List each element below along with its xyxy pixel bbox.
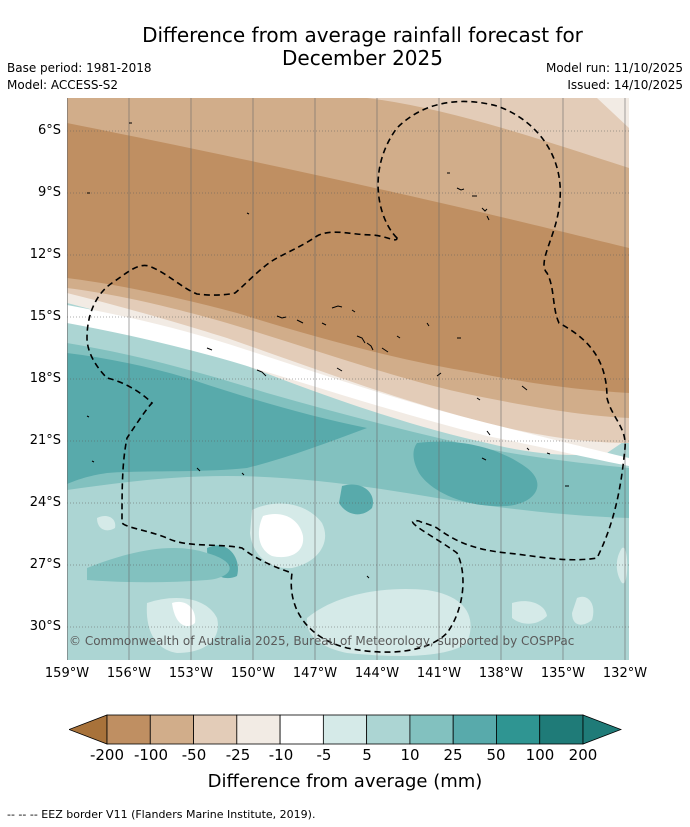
issued-date: Issued: 14/10/2025	[567, 78, 683, 92]
band-10-sw	[146, 598, 218, 653]
colorbar-box	[409, 714, 454, 745]
colorbar-tick: 25	[443, 746, 463, 764]
lon-label-147w: 147°W	[292, 666, 338, 681]
map-title: Difference from average rainfall forecas…	[142, 23, 583, 70]
lat-label-21s: 21°S	[29, 433, 61, 448]
colorbar-tick: 200	[568, 746, 598, 764]
colorbar-box	[236, 714, 281, 745]
colorbar-box	[366, 714, 411, 745]
colorbar-box	[106, 714, 151, 745]
lat-label-9s: 9°S	[37, 185, 61, 200]
colorbar	[69, 714, 622, 745]
band-25-south	[87, 548, 230, 583]
rainfall-map	[67, 98, 629, 660]
copyright-notice: © Commonwealth of Australia 2025, Bureau…	[69, 634, 575, 648]
model-run: Model run: 11/10/2025	[545, 61, 683, 75]
lat-label-12s: 12°S	[29, 247, 61, 262]
colorbar-box	[539, 714, 584, 745]
colorbar-title: Difference from average (mm)	[207, 771, 483, 792]
band-10-east	[512, 601, 547, 624]
colorbar-box	[322, 714, 368, 745]
lon-label-159w: 159°W	[44, 666, 90, 681]
lon-label-153w: 153°W	[168, 666, 214, 681]
lon-label-144w: 144°W	[354, 666, 400, 681]
lat-label-18s: 18°S	[29, 371, 61, 386]
band-50-islet	[339, 484, 373, 515]
colorbar-box	[193, 714, 238, 745]
colorbar-tick: -200	[89, 746, 125, 764]
colorbar-tick: -25	[225, 746, 251, 764]
lat-label-30s: 30°S	[29, 619, 61, 634]
lon-label-138w: 138°W	[478, 666, 524, 681]
colorbar-tick: 10	[400, 746, 420, 764]
band-neutral	[67, 305, 629, 466]
colorbar-box	[452, 714, 497, 745]
colorbar-tick: 5	[362, 746, 372, 764]
lat-label-27s: 27°S	[29, 557, 61, 572]
colorbar-tick: -50	[181, 746, 207, 764]
colorbar-tick: -10	[268, 746, 294, 764]
band-minus-100	[67, 123, 629, 393]
colorbar-box	[496, 714, 541, 745]
base-period: Base period: 1981-2018	[7, 61, 152, 75]
band-5-patch	[258, 514, 304, 558]
meta-right: Model run: 11/10/2025 Issued: 14/10/2025	[546, 60, 683, 94]
lon-label-135w: 135°W	[540, 666, 586, 681]
colorbar-tick: -100	[133, 746, 169, 764]
eez-border	[86, 100, 626, 653]
lon-label-132w: 132°W	[602, 666, 648, 681]
colorbar-arrow-high	[582, 714, 622, 745]
islands	[86, 122, 569, 579]
band-10-east2	[572, 596, 594, 625]
band-50-east	[413, 441, 538, 507]
colorbar-tick: -5	[316, 746, 332, 764]
band-10-south	[306, 588, 471, 656]
colorbar-tick: 50	[486, 746, 506, 764]
band-10-edge	[616, 547, 628, 584]
colorbar-box	[279, 714, 324, 745]
lon-label-141w: 141°W	[416, 666, 462, 681]
lon-gridlines	[67, 98, 626, 660]
meta-left: Base period: 1981-2018 Model: ACCESS-S2	[7, 60, 152, 94]
eez-legend-note: -- -- -- EEZ border V11 (Flanders Marine…	[7, 808, 316, 821]
band-5-sw	[172, 601, 196, 627]
band-50-west	[67, 353, 367, 484]
lat-label-6s: 6°S	[37, 123, 61, 138]
lat-label-15s: 15°S	[29, 309, 61, 324]
lon-label-156w: 156°W	[106, 666, 152, 681]
model-name: Model: ACCESS-S2	[7, 78, 119, 92]
colorbar-boxes	[106, 714, 584, 745]
lat-label-24s: 24°S	[29, 495, 61, 510]
colorbar-tick: 100	[525, 746, 555, 764]
lon-label-150w: 150°W	[230, 666, 276, 681]
colorbar-arrow-low	[69, 714, 108, 745]
band-10-west	[97, 516, 116, 531]
map-canvas	[67, 98, 629, 660]
colorbar-box	[149, 714, 194, 745]
